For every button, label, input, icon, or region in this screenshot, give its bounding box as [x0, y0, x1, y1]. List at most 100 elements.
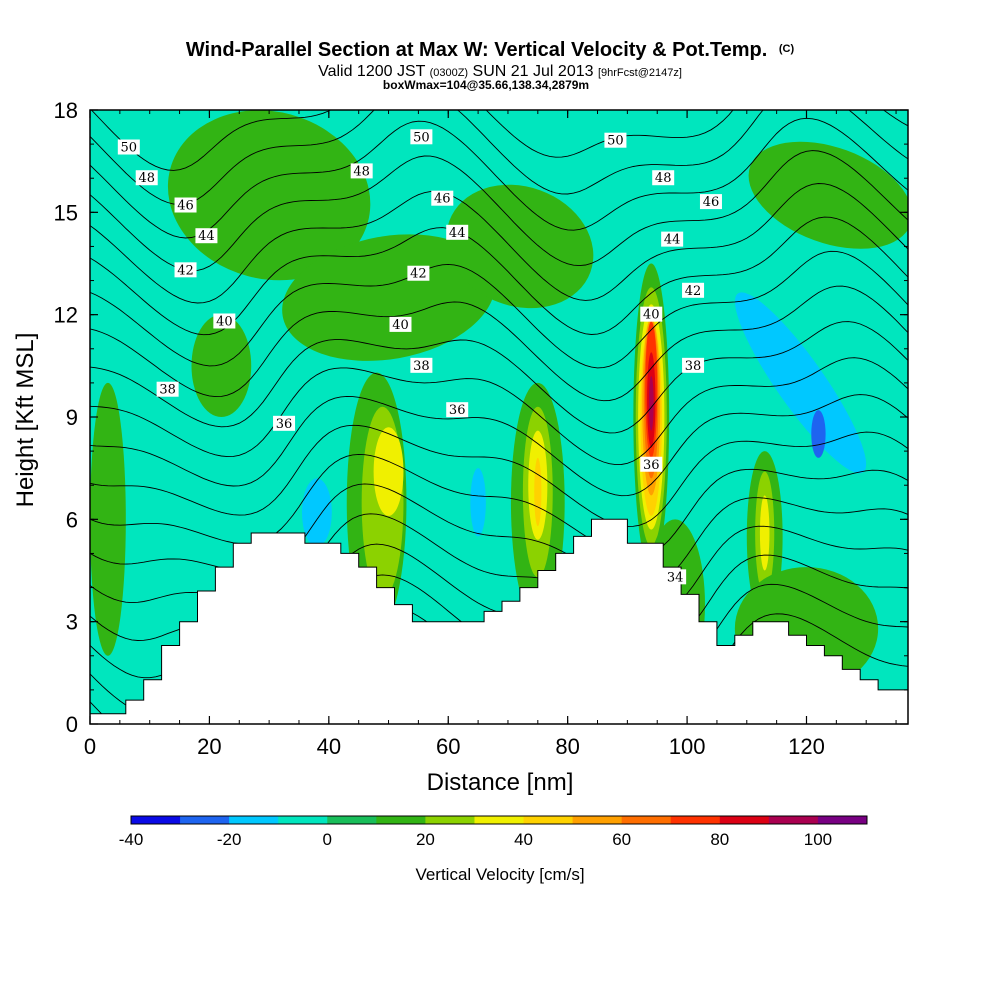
- theta-label-5: 40: [213, 313, 236, 329]
- y-tick-label-12: 12: [54, 303, 78, 328]
- colorbar-tick-100: 100: [804, 830, 832, 849]
- x-axis-label: Distance [nm]: [427, 769, 574, 796]
- colorbar-tick-80: 80: [710, 830, 729, 849]
- theta-contour-40: [90, 424, 908, 527]
- theta-contour-41: [90, 394, 908, 497]
- chart-title: Wind-Parallel Section at Max W: Vertical…: [186, 39, 795, 61]
- colorbar-swatch--30: [180, 816, 230, 824]
- colorbar-tick-40: 40: [514, 830, 533, 849]
- theta-contour-44: [90, 285, 908, 402]
- theta-label-20: 42: [682, 282, 705, 299]
- x-tick-label-120: 120: [788, 734, 825, 759]
- w-region-33: [648, 376, 654, 431]
- colorbar-tick--20: -20: [217, 830, 242, 849]
- w-region-0: [167, 110, 371, 281]
- theta-label-15: 36: [446, 402, 469, 418]
- svg-text:38: 38: [413, 359, 430, 374]
- theta-label-13: 40: [389, 316, 412, 333]
- theta-label-19: 44: [661, 231, 684, 248]
- theta-label-7: 36: [273, 415, 296, 432]
- x-tick-label-0: 0: [84, 734, 96, 759]
- theta-contour-39: [90, 453, 908, 558]
- theta-label-1: 48: [135, 170, 158, 186]
- theta-contour-48: [90, 150, 908, 272]
- theta-contour-49: [90, 117, 908, 239]
- colorbar-swatch-50: [572, 816, 623, 824]
- svg-text:48: 48: [353, 164, 370, 179]
- theta-label-6: 38: [156, 381, 179, 398]
- theta-label-22: 38: [682, 357, 705, 374]
- x-axis: 0 20 40 60 80 100 120: [84, 110, 897, 759]
- svg-text:40: 40: [216, 314, 233, 329]
- w-region-10: [811, 410, 826, 458]
- colorbar: -40 -20 0 20 40 60 80 100: [119, 815, 868, 849]
- theta-label-24: 34: [664, 569, 687, 585]
- theta-label-4: 42: [174, 262, 197, 278]
- svg-text:48: 48: [138, 171, 155, 186]
- w-region-12: [301, 478, 332, 547]
- svg-text:36: 36: [449, 403, 466, 418]
- y-tick-label-9: 9: [66, 405, 78, 430]
- x-tick-label-60: 60: [436, 734, 460, 759]
- copyright-mark: (C): [779, 43, 795, 55]
- theta-label-16: 50: [604, 132, 627, 149]
- w-region-14: [470, 468, 486, 537]
- plot-area: 5048464442403836504846444240383650484644…: [89, 109, 909, 725]
- svg-text:44: 44: [449, 226, 466, 241]
- box-info-line: boxWmax=104@35.66,138.34,2879m: [383, 78, 589, 92]
- svg-text:42: 42: [410, 267, 427, 282]
- colorbar-swatch--20: [229, 816, 279, 824]
- y-tick-label-3: 3: [66, 610, 78, 635]
- theta-label-0: 50: [117, 139, 140, 156]
- svg-text:34: 34: [667, 570, 684, 585]
- w-region-17: [373, 427, 404, 516]
- theta-label-3: 44: [195, 228, 218, 244]
- y-tick-label-6: 6: [66, 507, 78, 532]
- svg-text:50: 50: [607, 134, 624, 149]
- theta-label-17: 48: [652, 170, 675, 186]
- y-tick-label-15: 15: [54, 200, 78, 225]
- colorbar-tick-60: 60: [612, 830, 631, 849]
- svg-text:42: 42: [177, 263, 194, 278]
- valid-time-line: Valid 1200 JST (0300Z) SUN 21 Jul 2013 […: [318, 63, 682, 80]
- svg-text:38: 38: [685, 359, 702, 374]
- y-tick-label-0: 0: [66, 712, 78, 737]
- x-tick-label-40: 40: [317, 734, 341, 759]
- colorbar-swatch-20: [425, 816, 475, 824]
- colorbar-swatch-30: [474, 816, 525, 824]
- w-region-1: [191, 314, 252, 418]
- colorbar-swatch--40: [131, 816, 181, 824]
- terrain-mask: [90, 518, 908, 724]
- svg-text:40: 40: [643, 308, 660, 323]
- colorbar-label: Vertical Velocity [cm/s]: [415, 865, 584, 884]
- theta-label-18: 46: [699, 194, 722, 210]
- theta-contour-43: [90, 321, 908, 434]
- colorbar-swatch-0: [327, 816, 377, 824]
- svg-text:48: 48: [655, 171, 672, 186]
- colorbar-swatch-40: [523, 816, 574, 824]
- svg-text:50: 50: [121, 141, 138, 156]
- colorbar-swatch-70: [670, 816, 721, 824]
- svg-text:50: 50: [413, 130, 430, 145]
- svg-text:36: 36: [643, 458, 660, 473]
- theta-contour-51: [90, 110, 908, 171]
- w-region-2: [282, 234, 495, 361]
- colorbar-tick-20: 20: [416, 830, 435, 849]
- w-region-7: [669, 110, 705, 298]
- vertical-velocity-shading: [90, 110, 908, 690]
- w-region-3: [446, 184, 594, 309]
- svg-text:40: 40: [392, 318, 409, 333]
- svg-text:46: 46: [703, 195, 720, 210]
- w-region-9: [734, 292, 867, 474]
- svg-text:38: 38: [159, 383, 176, 398]
- theta-label-9: 48: [350, 163, 373, 179]
- theta-contour-42: [90, 357, 908, 466]
- w-region-21: [534, 457, 542, 527]
- x-tick-label-100: 100: [669, 734, 706, 759]
- w-region-4: [748, 141, 908, 249]
- theta-contour-labels: 5048464442403836504846444240383650484644…: [117, 129, 722, 585]
- svg-text:44: 44: [198, 229, 215, 244]
- w-region-24: [759, 495, 770, 571]
